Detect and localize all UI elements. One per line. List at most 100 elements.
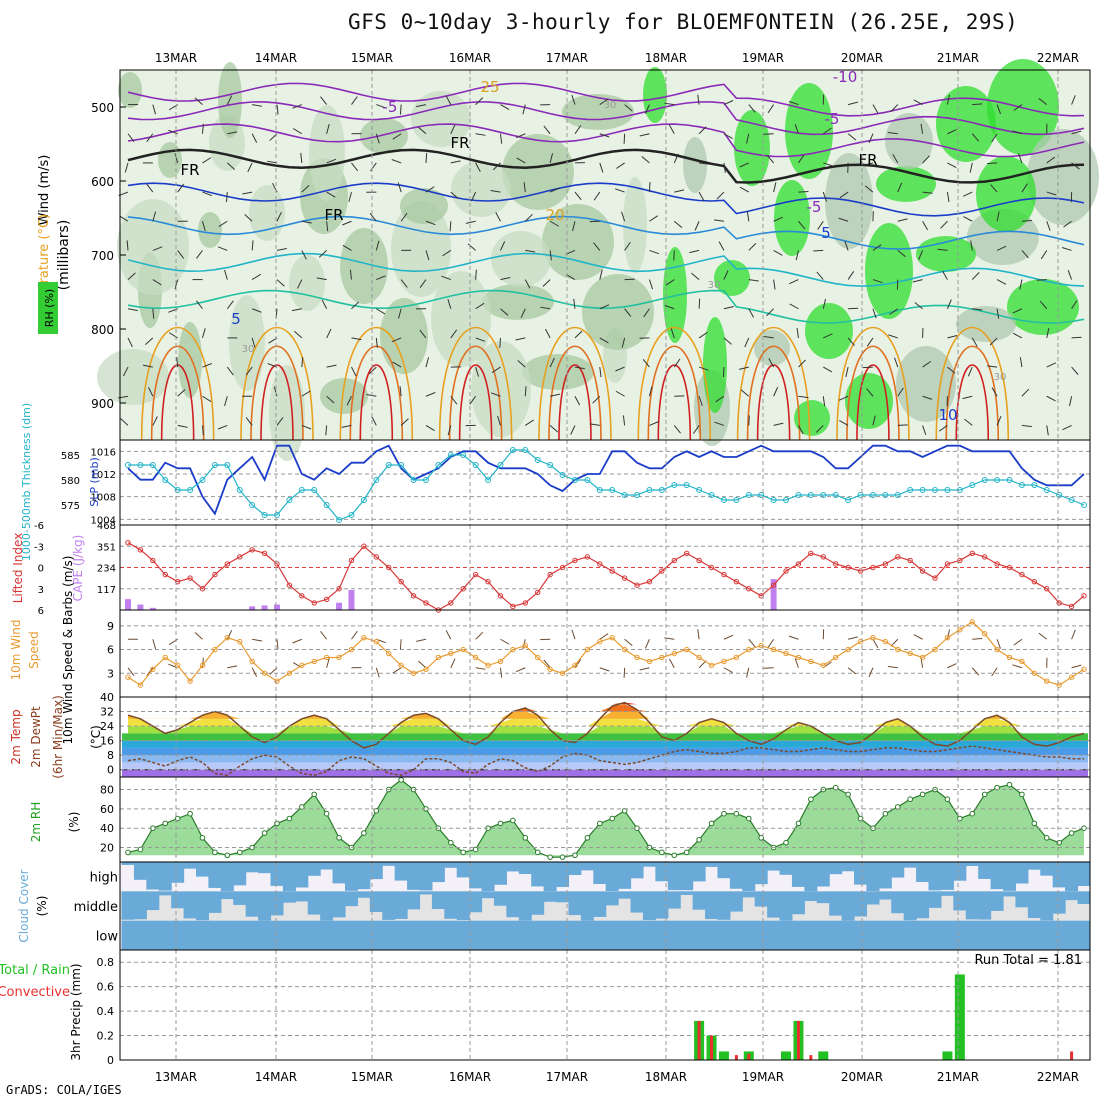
wind-barb xyxy=(746,667,750,678)
wind-barb xyxy=(152,246,163,251)
rh-point xyxy=(286,815,293,822)
wind-barb xyxy=(996,211,1000,222)
lifted-index-point xyxy=(907,557,913,564)
cloud-bar xyxy=(605,891,619,906)
pressure-tick-label: 800 xyxy=(91,323,114,337)
rh-point xyxy=(1019,791,1025,798)
wind-barb xyxy=(838,395,849,401)
cloud-bar xyxy=(854,920,868,950)
cloud-bar xyxy=(816,862,830,887)
wind-barb xyxy=(375,133,380,144)
wind-barb xyxy=(296,279,303,289)
wind-speed-point xyxy=(435,654,442,661)
wind-barb xyxy=(946,299,952,309)
isotherm-warm-bubble xyxy=(150,345,205,441)
wind-barb xyxy=(475,269,477,280)
isotherm-line xyxy=(127,182,1085,217)
lifted-index-point xyxy=(1006,564,1013,571)
thickness-point xyxy=(398,462,405,468)
wind-barb xyxy=(549,425,559,433)
rh-point xyxy=(547,854,553,860)
rh-shading xyxy=(542,204,614,280)
wind-barb xyxy=(146,667,154,677)
thickness-point xyxy=(336,517,343,523)
wind-barb xyxy=(1046,156,1056,164)
wind-speed-point xyxy=(832,654,839,661)
wind-speed-point xyxy=(150,666,156,673)
wind-barb xyxy=(665,279,675,286)
rh-shading xyxy=(117,199,189,295)
cloud-bar xyxy=(928,862,942,891)
wind-barb xyxy=(425,392,436,397)
wind-barb xyxy=(813,249,824,252)
thickness-point xyxy=(447,452,454,458)
wind-speed-point xyxy=(460,646,466,653)
wind-barb xyxy=(391,337,402,343)
rh-tick-label: 80 xyxy=(100,784,114,797)
thickness-point xyxy=(634,492,641,498)
cloud-bar xyxy=(779,862,793,875)
thickness-point xyxy=(894,492,901,498)
wind-barb xyxy=(475,97,484,105)
wind-barb xyxy=(698,396,703,406)
cloud-bar xyxy=(332,891,346,918)
slp-axis-label: SLP (mb) xyxy=(88,457,101,507)
rh-shading xyxy=(400,188,448,224)
wind-barb xyxy=(291,308,302,312)
lifted-index-point xyxy=(150,557,156,564)
temperature-tick-label: 8 xyxy=(107,749,114,762)
rh-point xyxy=(187,810,193,817)
wind-barb xyxy=(822,191,828,202)
thickness-point xyxy=(869,492,876,498)
cloud-bar xyxy=(208,891,222,913)
wind-barb xyxy=(748,308,755,318)
rh-point xyxy=(497,820,504,827)
wind-barb xyxy=(967,366,973,377)
thickness-point xyxy=(584,477,591,483)
wind-barb xyxy=(400,279,408,288)
rh-point xyxy=(212,849,218,856)
thickness-point xyxy=(187,487,194,493)
wind-barb xyxy=(798,220,806,230)
wind-barb xyxy=(120,418,129,426)
wind-barb xyxy=(418,126,427,135)
wind-barb xyxy=(872,104,879,114)
precip-tick-label: 0.4 xyxy=(97,1005,115,1018)
thickness-point xyxy=(509,447,516,453)
date-label-bottom: 13MAR xyxy=(155,1070,197,1084)
chart-title: GFS 0~10day 3-hourly for BLOEMFONTEIN (2… xyxy=(348,10,1019,34)
slp-series-line xyxy=(127,444,1085,516)
wind-barb xyxy=(544,328,551,339)
wind-barb xyxy=(987,162,998,165)
thickness-point xyxy=(497,462,504,468)
lifted-index-point xyxy=(857,568,864,574)
wind-barb xyxy=(342,220,352,226)
wind-barb xyxy=(862,366,873,369)
rh-area xyxy=(128,779,1084,858)
temperature-tick-label: 32 xyxy=(100,706,114,719)
thickness-point xyxy=(857,492,864,498)
cloud-bar xyxy=(655,920,669,950)
thickness-point xyxy=(472,462,479,468)
wind-barb xyxy=(937,248,948,251)
wind-barb xyxy=(252,104,263,107)
wind-barb xyxy=(599,633,609,640)
wind-barb xyxy=(839,420,849,426)
wind-barb xyxy=(217,246,228,251)
wind-barb xyxy=(351,301,360,310)
rh-point xyxy=(596,820,603,827)
cloud-bar xyxy=(233,862,247,886)
wind-speed-point xyxy=(820,662,826,669)
wind-barb xyxy=(773,182,777,193)
wind-barb xyxy=(196,300,203,310)
cloud-bar xyxy=(493,891,507,906)
lifted-index-point xyxy=(1068,603,1075,610)
thickness-point xyxy=(360,497,367,503)
wind-barb xyxy=(649,421,659,426)
isotherm-label: FR xyxy=(324,206,343,224)
lifted-index-point xyxy=(832,561,839,567)
thickness-point xyxy=(162,477,169,483)
wind-speed-point xyxy=(311,658,317,665)
thickness-point xyxy=(733,497,740,503)
cloud-bar xyxy=(878,891,892,900)
